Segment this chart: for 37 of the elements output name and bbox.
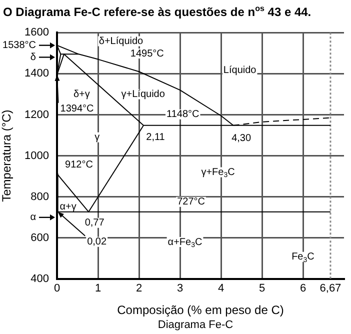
annotation: 727°C	[177, 196, 206, 208]
annotation: δ+Líquido	[98, 36, 144, 47]
y-tick-label: 1400	[24, 68, 49, 80]
x-tick-label: 4	[218, 282, 224, 295]
annotation: 0,02	[87, 236, 107, 248]
text: δ	[30, 52, 36, 63]
annotation: 4,30	[232, 133, 252, 144]
y-tick-label: 800	[30, 190, 49, 203]
x-tick-label: 0	[54, 282, 60, 295]
annotation: 1148°C	[166, 109, 200, 120]
y-tick-label: 1600	[24, 26, 49, 39]
x-tick-label: 3	[176, 282, 184, 295]
x-axis-title: Composição (% em peso de C)	[117, 303, 284, 318]
x-tick-label: 2	[136, 282, 142, 295]
annotation: γ+Líquido	[121, 88, 166, 100]
x-tick-label: 6	[300, 282, 306, 295]
x-tick-label: 5	[258, 282, 266, 295]
chart-title: O Diagrama Fe-C refere-se às questões de n$^{os}$ 43 e 44.	[2, 3, 312, 19]
y-tick-label: 1000	[24, 150, 49, 162]
annotation: α+γ	[60, 201, 76, 212]
text: α	[30, 212, 36, 224]
annotation: γ	[94, 132, 100, 144]
y-tick-label: 600	[30, 232, 49, 244]
annotation: 0,77	[84, 218, 105, 229]
x-tick-label: 1	[94, 282, 102, 295]
y-tick-label: 1200	[24, 108, 49, 121]
annotation: Líquido	[223, 65, 257, 76]
text: Diagrama Fe-C	[156, 318, 234, 332]
annotation: δ+γ	[73, 88, 90, 100]
annotation: 1394°C	[60, 104, 94, 115]
x-tick-label: 6,67	[320, 282, 342, 295]
annotation: 1495°C	[130, 48, 164, 60]
annotation: 2,11	[146, 132, 166, 144]
annotation: 1538°C	[2, 40, 36, 52]
annotation: 912°C	[65, 160, 93, 171]
y-tick-label: 400	[30, 273, 49, 286]
y-axis-title: Temperatura (°C)	[0, 110, 14, 202]
